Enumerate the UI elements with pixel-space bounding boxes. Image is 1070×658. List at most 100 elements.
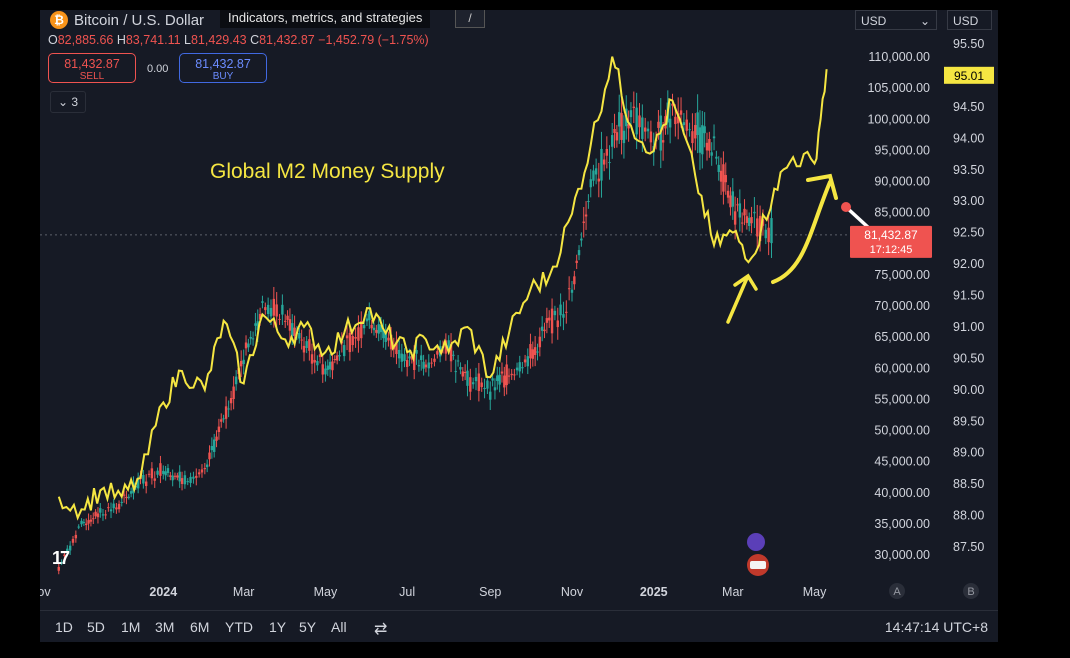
- candle-body: [171, 475, 174, 481]
- candle-body: [66, 548, 69, 553]
- candle-body: [483, 387, 486, 390]
- candle-body: [284, 320, 287, 322]
- candle-body: [649, 131, 653, 143]
- candle-body: [205, 464, 209, 468]
- candle-body: [708, 139, 711, 151]
- symbol-title[interactable]: Bitcoin / U.S. Dollar: [74, 12, 205, 29]
- candle-body: [166, 468, 170, 473]
- price-tag-box: [850, 225, 932, 258]
- timeframe-ytd[interactable]: YTD: [225, 619, 253, 635]
- candle-body: [531, 349, 534, 359]
- price-tick-label: 45,000.00: [874, 455, 930, 469]
- m2-tick-label: 93.00: [953, 194, 984, 208]
- candle-body: [505, 364, 508, 386]
- candle-body: [63, 554, 66, 557]
- m2-tick-label: 94.50: [953, 100, 984, 114]
- candle-body: [635, 107, 638, 135]
- candle-body: [469, 377, 472, 392]
- candle-body: [436, 351, 439, 355]
- candle-body: [449, 343, 453, 362]
- candle-body: [222, 418, 225, 420]
- candle-body: [454, 371, 457, 373]
- candle-body: [688, 129, 691, 131]
- date-range-icon[interactable]: ⇄: [374, 621, 388, 638]
- timeframe-1m[interactable]: 1M: [121, 619, 141, 635]
- m2-line: [57, 56, 828, 521]
- timeframe-1y[interactable]: 1Y: [269, 619, 287, 635]
- candle-body: [753, 211, 756, 214]
- candle-body: [60, 561, 63, 563]
- candle-body: [85, 523, 88, 526]
- candle-body: [717, 164, 720, 172]
- candle-body: [767, 227, 770, 243]
- candle-body: [217, 426, 221, 433]
- candle-body: [227, 408, 230, 410]
- candle-body: [610, 135, 614, 147]
- candle-body: [256, 321, 259, 331]
- annotation-pointer-dot: [841, 202, 851, 212]
- candle-body: [239, 360, 243, 367]
- candle-body: [254, 323, 257, 326]
- candle-body: [587, 200, 590, 203]
- candle-body: [384, 331, 387, 342]
- candle-body: [456, 360, 460, 362]
- time-tick-label: ov: [40, 585, 51, 599]
- candle-body: [750, 216, 753, 224]
- candle-body: [461, 371, 464, 377]
- candle-body: [220, 419, 223, 422]
- timeframe-1d[interactable]: 1D: [55, 619, 73, 635]
- clock-readout[interactable]: 14:47:14 UTC+8: [884, 619, 988, 635]
- buy-button[interactable]: 81,432.87 BUY: [179, 53, 267, 83]
- candle-body: [657, 121, 660, 128]
- currency-select[interactable]: USD ⌄: [855, 10, 937, 30]
- scale-a-label: A: [893, 586, 901, 598]
- candle-body: [379, 324, 383, 333]
- candle-body: [286, 315, 289, 320]
- high-label: H: [116, 33, 126, 47]
- candle-body: [463, 372, 467, 374]
- shortcut-slash-icon[interactable]: /: [455, 10, 485, 28]
- candle-body: [173, 475, 177, 477]
- candle-body: [77, 526, 80, 528]
- candle-body: [251, 338, 255, 340]
- candle-body: [489, 391, 492, 400]
- candle-body: [305, 341, 308, 349]
- candle-body: [348, 332, 352, 353]
- timeframe-3m[interactable]: 3M: [155, 619, 175, 635]
- candle-body: [400, 353, 404, 362]
- candle-body: [324, 368, 327, 375]
- timeframe-5d[interactable]: 5D: [87, 619, 105, 635]
- candle-body: [122, 494, 126, 496]
- candle-body: [104, 514, 107, 516]
- candle-body: [618, 112, 621, 127]
- sell-label: SELL: [79, 71, 105, 82]
- candle-body: [638, 115, 641, 128]
- candle-body: [183, 475, 187, 485]
- candle-body: [387, 337, 390, 341]
- price-tick-label: 85,000.00: [874, 206, 930, 220]
- candle-body: [679, 110, 683, 115]
- candle-body: [417, 365, 421, 367]
- m2-tag-value: 95.01: [954, 69, 984, 83]
- indicators-button[interactable]: Indicators, metrics, and strategies: [220, 10, 431, 28]
- time-tick-label: May: [314, 585, 338, 599]
- price-tick-label: 70,000.00: [874, 299, 930, 313]
- price-chart[interactable]: Global M2 Money Supply 110,000.00 105,000.…: [40, 10, 998, 642]
- candle-body: [162, 470, 165, 474]
- price-tick-label: 65,000.00: [874, 330, 930, 344]
- timeframe-5y[interactable]: 5Y: [299, 619, 317, 635]
- m2-tick-label: 94.00: [953, 131, 984, 145]
- sell-button[interactable]: 81,432.87 SELL: [48, 53, 136, 83]
- candle-body: [740, 222, 744, 224]
- candle-body: [513, 374, 516, 376]
- candle-body: [565, 311, 568, 313]
- time-tick-label: 2025: [640, 585, 668, 599]
- scale-b-label: B: [967, 586, 974, 598]
- indicator-collapse-button[interactable]: ⌄ 3: [50, 91, 86, 113]
- timeframe-all[interactable]: All: [331, 619, 347, 635]
- timeframe-6m[interactable]: 6M: [190, 619, 210, 635]
- candle-body: [272, 298, 276, 316]
- currency-right-label[interactable]: USD: [947, 10, 992, 30]
- price-tick-label: 50,000.00: [874, 424, 930, 438]
- candle-body: [197, 472, 201, 475]
